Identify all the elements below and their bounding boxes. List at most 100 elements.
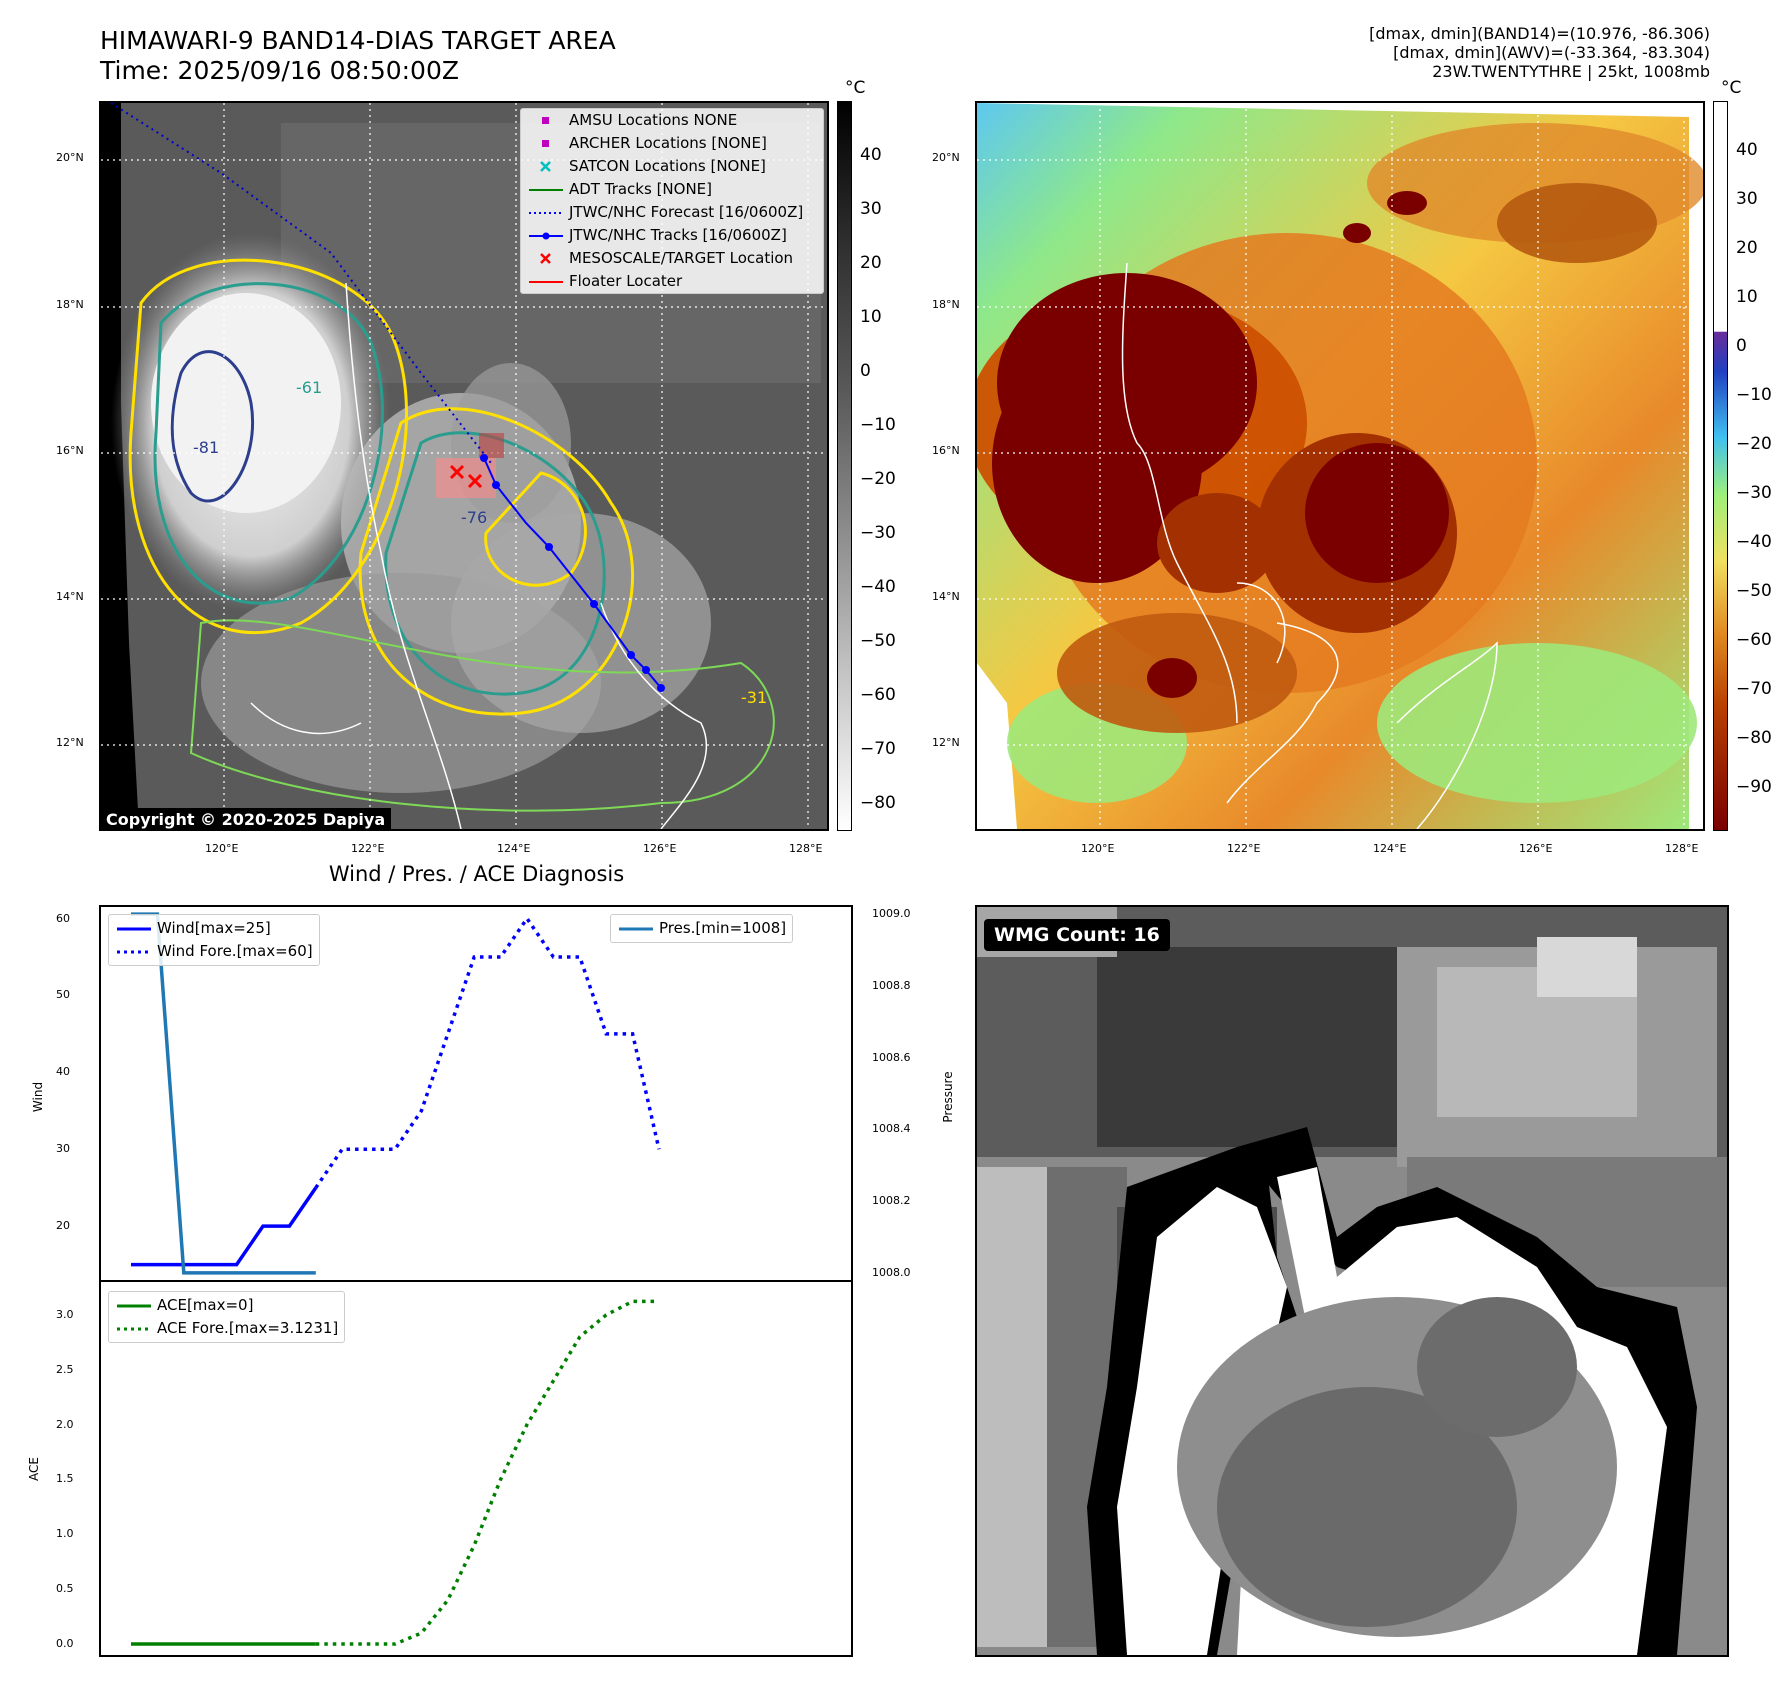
lat-label-left: 16°N: [56, 444, 84, 457]
legend-ace-fore: ACE Fore.[max=3.1231]: [109, 1317, 338, 1340]
legend-pressure-label: Pres.[min=1008]: [659, 919, 787, 937]
lon-label-right: 124°E: [1373, 842, 1407, 855]
legend-tracks: JTWC/NHC Tracks [16/0600Z]: [521, 224, 823, 247]
ir-colorbar-tick: 30: [860, 199, 882, 219]
wind-ytick: 20: [56, 1219, 70, 1233]
lat-label-right: 16°N: [932, 444, 960, 457]
wv-colorbar-tick: 20: [1736, 238, 1758, 258]
legend-floater: Floater Locater: [521, 270, 823, 293]
legend-amsu: AMSU Locations NONE: [521, 109, 823, 132]
line-swatch-icon: [117, 1304, 151, 1308]
legend-amsu-label: AMSU Locations NONE: [569, 111, 738, 129]
legend-wind-fore: Wind Fore.[max=60]: [109, 940, 313, 963]
wind-ylabel: Wind: [31, 1081, 45, 1113]
wv-colorbar-tick: −70: [1736, 679, 1772, 699]
ir-colorbar-tick: −50: [860, 631, 896, 651]
ir-colorbar-tick: 40: [860, 145, 882, 165]
pressure-ytick: 1008.0: [872, 1265, 911, 1279]
line-swatch-icon: [117, 927, 151, 931]
lat-label-left: 20°N: [56, 151, 84, 164]
x-marker-icon: [540, 253, 551, 264]
ace-ytick: 0.5: [56, 1582, 74, 1596]
ace-ytick: 2.5: [56, 1362, 74, 1376]
ir-colorbar-tick: −40: [860, 577, 896, 597]
x-marker-icon: [540, 161, 551, 172]
contour-label-c: -76: [461, 508, 487, 527]
wv-colorbar-tick: −30: [1736, 483, 1772, 503]
wv-colorbar-tick: −90: [1736, 777, 1772, 797]
legend-ace: ACE[max=0]: [109, 1294, 338, 1317]
ir-colorbar-tick: −20: [860, 469, 896, 489]
dotted-line-swatch-icon: [529, 212, 563, 214]
line-swatch-icon: [619, 927, 653, 931]
ace-ytick: 0.0: [56, 1637, 74, 1651]
legend-archer: ARCHER Locations [NONE]: [521, 132, 823, 155]
pressure-line: [131, 912, 316, 1275]
pressure-ytick: 1008.8: [872, 978, 911, 992]
ir-colorbar: [837, 101, 852, 831]
figure-info: [dmax, dmin](BAND14)=(10.976, -86.306) […: [1369, 24, 1710, 81]
target-marker: [449, 464, 483, 489]
wind-chart: [131, 912, 661, 1275]
legend-adt: ADT Tracks [NONE]: [521, 178, 823, 201]
wv-colorbar-tick: −60: [1736, 630, 1772, 650]
ace-chart: [131, 1299, 659, 1646]
lat-label-right: 14°N: [932, 590, 960, 603]
ace-ytick: 1.0: [56, 1527, 74, 1541]
legend-wind-label: Wind[max=25]: [157, 919, 271, 937]
info-line-3: 23W.TWENTYTHRE | 25kt, 1008mb: [1432, 62, 1710, 81]
copyright-badge: Copyright © 2020-2025 Dapiya: [100, 808, 392, 831]
figure-title: HIMAWARI-9 BAND14-DIAS TARGET AREA Time:…: [100, 26, 616, 86]
wind-ytick: 40: [56, 1065, 70, 1079]
lon-label-right: 120°E: [1081, 842, 1115, 855]
ace-chart-panel: [99, 1280, 853, 1657]
legend-satcon: SATCON Locations [NONE]: [521, 155, 823, 178]
legend-pressure: Pres.[min=1008]: [611, 917, 786, 940]
ir-colorbar-tick: 10: [860, 307, 882, 327]
legend-mesoscale: MESOSCALE/TARGET Location: [521, 247, 823, 270]
wv-colorbar-tick: −80: [1736, 728, 1772, 748]
lon-label-right: 122°E: [1227, 842, 1261, 855]
wmg-image: [977, 907, 1727, 1655]
map-legend: AMSU Locations NONE ARCHER Locations [NO…: [520, 108, 824, 294]
pressure-ytick: 1009.0: [872, 907, 911, 921]
pressure-legend: Pres.[min=1008]: [610, 914, 794, 943]
lon-label-left: 120°E: [205, 842, 239, 855]
lat-label-left: 14°N: [56, 590, 84, 603]
wv-colorbar-tick: 10: [1736, 287, 1758, 307]
legend-adt-label: ADT Tracks [NONE]: [569, 180, 713, 198]
lon-label-left: 124°E: [497, 842, 531, 855]
pressure-ytick: 1008.2: [872, 1194, 911, 1208]
pressure-ytick: 1008.6: [872, 1050, 911, 1064]
ir-colorbar-tick: −30: [860, 523, 896, 543]
square-marker-icon: [542, 140, 549, 147]
lat-label-left: 12°N: [56, 736, 84, 749]
diagnosis-title: Wind / Pres. / ACE Diagnosis: [328, 862, 625, 886]
line-swatch-icon: [529, 281, 563, 283]
contour-label-d: -81: [193, 438, 219, 457]
lat-label-right: 20°N: [932, 151, 960, 164]
dotted-line-swatch-icon: [117, 1327, 151, 1331]
lon-label-left: 126°E: [643, 842, 677, 855]
line-marker-swatch-icon: [529, 232, 563, 240]
lat-label-right: 12°N: [932, 736, 960, 749]
wv-colorbar-unit: °C: [1721, 78, 1742, 98]
ace-ytick: 2.0: [56, 1417, 74, 1431]
title-line-1: HIMAWARI-9 BAND14-DIAS TARGET AREA: [100, 26, 616, 55]
contour-label-b: -61: [296, 378, 322, 397]
legend-ace-label: ACE[max=0]: [157, 1296, 254, 1314]
ir-colorbar-tick: −60: [860, 685, 896, 705]
lat-label-left: 18°N: [56, 298, 84, 311]
pressure-ytick: 1008.4: [872, 1122, 911, 1136]
line-swatch-icon: [529, 189, 563, 191]
legend-mesoscale-label: MESOSCALE/TARGET Location: [569, 249, 794, 267]
lon-label-right: 128°E: [1665, 842, 1699, 855]
wv-colorbar-tick: −50: [1736, 581, 1772, 601]
legend-archer-label: ARCHER Locations [NONE]: [569, 134, 767, 152]
wv-colorbar-tick: 30: [1736, 189, 1758, 209]
ace-forecast-line: [315, 1299, 659, 1646]
contour-label-a: -31: [741, 688, 767, 707]
wv-colorbar-tick: −40: [1736, 532, 1772, 552]
ace-legend: ACE[max=0] ACE Fore.[max=3.1231]: [108, 1291, 346, 1343]
legend-wind-fore-label: Wind Fore.[max=60]: [157, 942, 313, 960]
